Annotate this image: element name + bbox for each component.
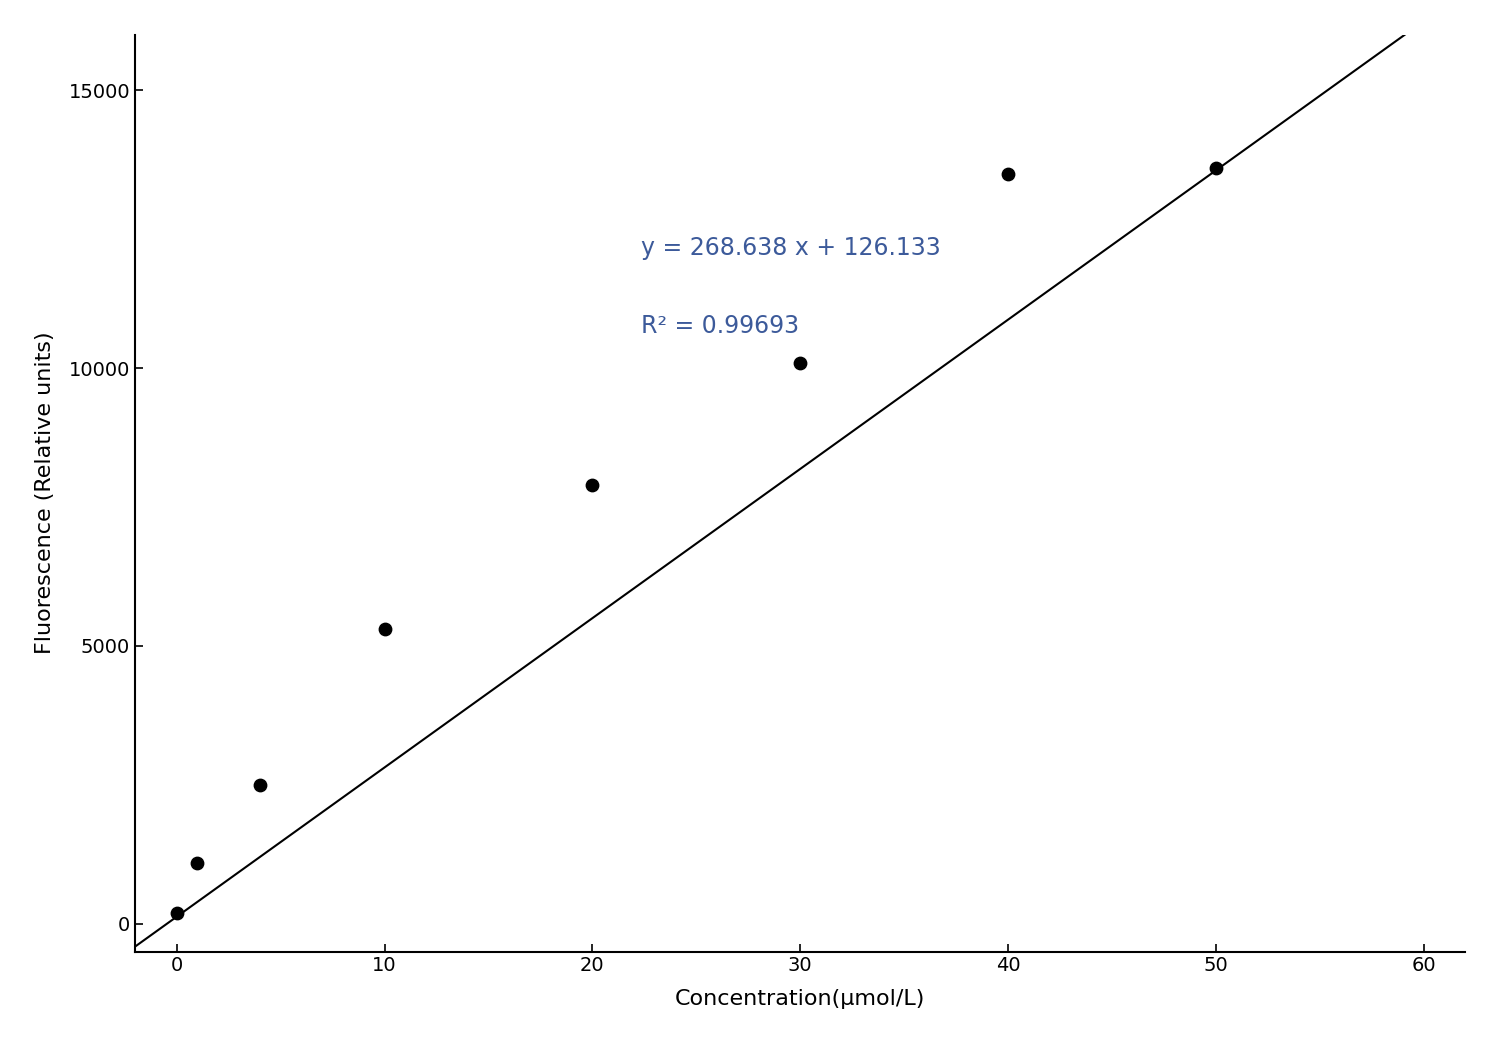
Point [996, 165, 1020, 182]
Point [248, 777, 272, 793]
Point [372, 621, 396, 638]
Text: y = 268.638 x + 126.133: y = 268.638 x + 126.133 [640, 236, 940, 260]
Point [165, 904, 189, 921]
Point [186, 854, 210, 871]
Point [580, 476, 604, 493]
Point [788, 354, 812, 371]
Text: R² = 0.99693: R² = 0.99693 [640, 314, 798, 338]
Point [1204, 160, 1228, 176]
Y-axis label: Fluorescence (Relative units): Fluorescence (Relative units) [34, 332, 54, 655]
X-axis label: Concentration(μmol/L): Concentration(μmol/L) [675, 990, 926, 1010]
